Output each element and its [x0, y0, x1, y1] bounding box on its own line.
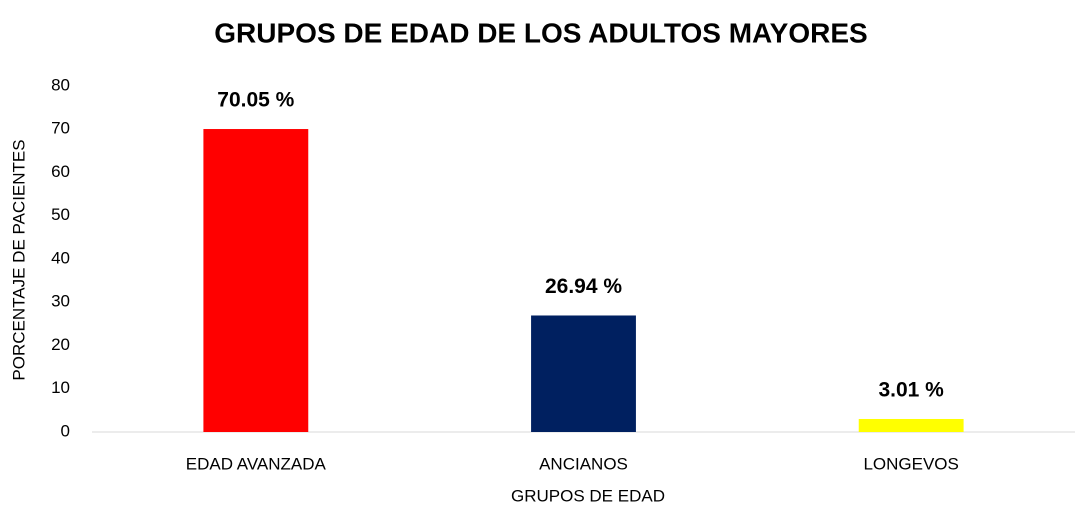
x-tick-label: LONGEVOS: [863, 454, 958, 473]
bar: [531, 315, 636, 432]
y-tick-label: 10: [51, 378, 70, 397]
y-tick-label: 40: [51, 248, 70, 267]
y-tick-label: 50: [51, 205, 70, 224]
data-label: 26.94 %: [545, 275, 622, 298]
y-tick-label: 70: [51, 119, 70, 138]
bar: [203, 129, 309, 432]
y-tick-label: 80: [51, 75, 70, 94]
x-tick-label: ANCIANOS: [539, 454, 628, 473]
y-axis-label: PORCENTAJE DE PACIENTES: [9, 139, 28, 380]
chart-title: GRUPOS DE EDAD DE LOS ADULTOS MAYORES: [214, 17, 867, 48]
x-tick-label: EDAD AVANZADA: [186, 454, 327, 473]
y-tick-label: 0: [61, 421, 70, 440]
x-axis-label: GRUPOS DE EDAD: [511, 486, 665, 505]
y-tick-label: 20: [51, 335, 70, 354]
data-label: 70.05 %: [217, 89, 294, 112]
bar: [858, 418, 964, 432]
data-label: 3.01 %: [878, 379, 944, 402]
y-tick-label: 60: [51, 162, 70, 181]
y-tick-label: 30: [51, 292, 70, 311]
